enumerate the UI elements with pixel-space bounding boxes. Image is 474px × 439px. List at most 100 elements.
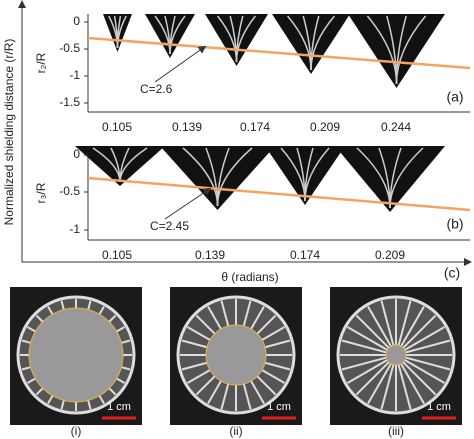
branch [264, 339, 291, 349]
pattern-image [265, 146, 345, 205]
branch [220, 383, 230, 410]
branch [35, 387, 44, 396]
branch [47, 306, 54, 315]
pattern-image [75, 146, 165, 186]
branch [220, 300, 230, 327]
annotation-arrow [154, 45, 207, 83]
y-tick-label: -1.5 [59, 95, 80, 109]
y-tick-label: -1 [69, 68, 80, 82]
x-tick-label: 0.174 [240, 120, 270, 134]
branch [261, 369, 285, 384]
pattern-image [272, 14, 350, 74]
branch [397, 300, 412, 346]
branch [121, 366, 131, 371]
branch [181, 339, 208, 349]
branch [87, 300, 92, 310]
branch [405, 356, 451, 371]
pattern-image [145, 14, 195, 58]
branch [116, 377, 125, 384]
branch [347, 326, 388, 351]
fit-line [87, 36, 471, 70]
y-tick-label: 0 [73, 14, 80, 28]
pattern-image [160, 146, 275, 210]
center-zone [28, 307, 124, 403]
photo-label: (ii) [229, 424, 242, 438]
x-tick-label: 0.139 [172, 120, 202, 134]
x-tick-label: 0.209 [375, 248, 405, 262]
x-tick-label: 0.209 [310, 120, 340, 134]
y-tick-label: -1 [69, 222, 80, 236]
branch [400, 363, 425, 404]
y-label: r₃/R [34, 182, 48, 203]
branch [195, 375, 216, 396]
branch [256, 314, 277, 335]
branch [108, 314, 117, 323]
branch [380, 364, 395, 410]
branch [35, 314, 44, 323]
fit-line [87, 176, 471, 212]
branch [341, 356, 387, 371]
branch [60, 300, 65, 310]
x-tick-label: 0.105 [102, 248, 132, 262]
branch [108, 387, 117, 396]
pattern-branch [119, 147, 148, 183]
branch [242, 383, 252, 410]
branch [355, 314, 390, 349]
scale-label: 1 cm [267, 401, 291, 413]
branch [250, 306, 265, 330]
annotation-arrow [164, 187, 212, 220]
branch [264, 361, 291, 371]
content: 0 -0.5 -1 -1.5 0.105 0.139 0.174 0.209 0.244 r₂/R… [10, 14, 471, 438]
branch [87, 400, 92, 410]
branch [402, 314, 437, 349]
branch [367, 306, 392, 347]
pattern-image [335, 146, 445, 212]
branch [347, 359, 388, 384]
branch [21, 339, 31, 344]
x-axis-label: θ (radians) [221, 270, 278, 284]
branch [341, 339, 387, 354]
pattern-branch [216, 147, 253, 207]
branch [355, 361, 390, 396]
pattern-image [348, 14, 445, 88]
center-zone [385, 344, 407, 366]
branch [256, 375, 277, 396]
branch [242, 300, 252, 327]
branch [207, 306, 222, 330]
branch [404, 359, 445, 384]
branch [402, 361, 437, 396]
branch [187, 326, 211, 341]
branch [261, 326, 285, 341]
y-tick-label: -0.5 [59, 41, 80, 55]
y-tick-label: -0.5 [59, 184, 80, 198]
x-tick-label: 0.139 [195, 248, 225, 262]
branch [98, 395, 105, 404]
center-zone [205, 324, 267, 386]
branch [60, 400, 65, 410]
panel-label: (a) [446, 89, 463, 105]
annotation: C=2.6 [140, 82, 173, 96]
pattern-branch [310, 15, 335, 71]
y-axis-label: Normalized shielding distance (r/R) [2, 39, 16, 226]
y-label: r₂/R [34, 52, 48, 73]
branch [404, 326, 445, 351]
branch [367, 363, 392, 404]
branch [380, 300, 395, 346]
photo-label: (iii) [388, 424, 404, 438]
x-tick-label: 0.105 [102, 120, 132, 134]
branch [250, 380, 265, 404]
photo-label: (i) [71, 424, 82, 438]
panel-label: (b) [446, 216, 463, 232]
branch [181, 361, 208, 371]
x-tick-label: 0.174 [290, 248, 320, 262]
pattern-branch [169, 15, 186, 55]
x-tick-label: 0.244 [381, 120, 411, 134]
branch [195, 314, 216, 335]
branch [397, 364, 412, 410]
panel-label: (c) [444, 265, 460, 281]
branch [116, 326, 125, 333]
scale-label: 1 cm [427, 401, 451, 413]
branch [27, 377, 36, 384]
branch [405, 339, 451, 354]
